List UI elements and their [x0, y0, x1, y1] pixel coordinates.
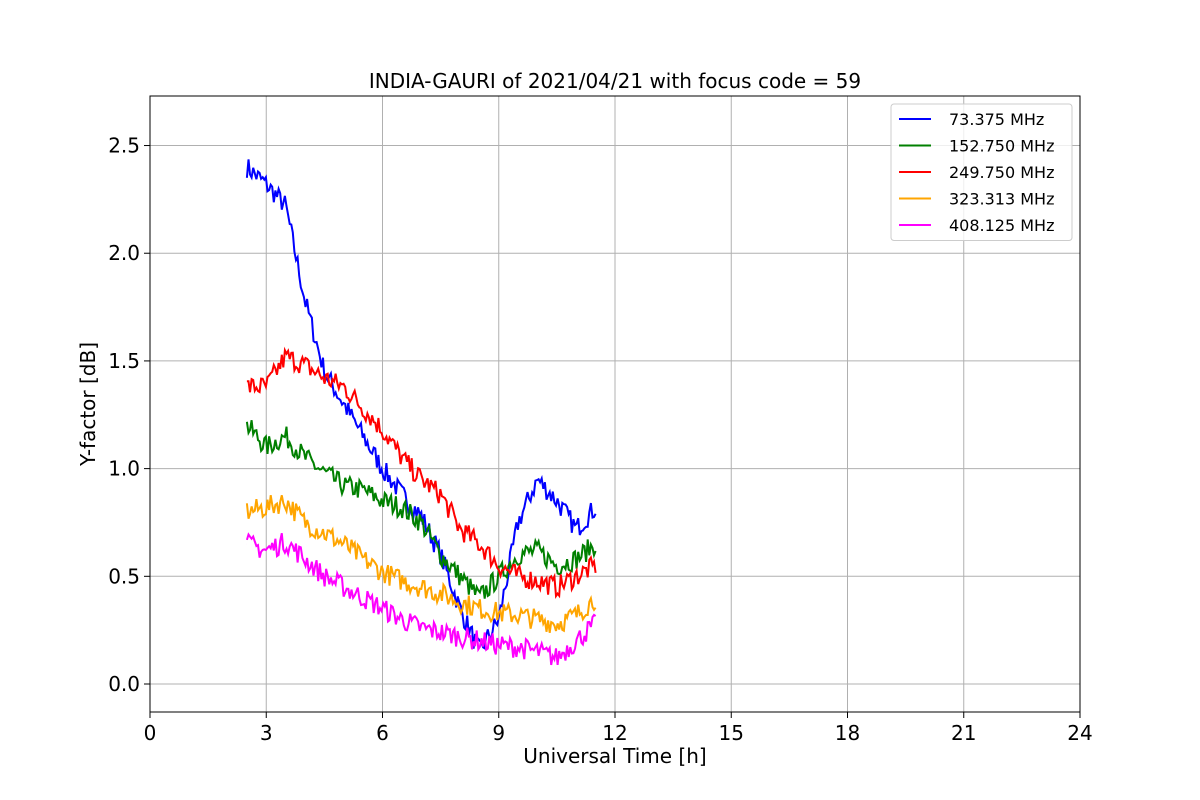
- y-tick-label: 0.0: [108, 672, 140, 696]
- legend: 73.375 MHz 152.750 MHz 249.750 MHz 323.313 …: [890, 103, 1073, 241]
- series-path: [245, 532, 597, 666]
- legend-label: 152.750 MHz: [949, 137, 1054, 156]
- legend-label: 323.313 MHz: [949, 190, 1054, 209]
- legend-label: 73.375 MHz: [949, 110, 1044, 129]
- series-path: [246, 346, 597, 599]
- x-tick-label: 24: [1067, 721, 1092, 745]
- x-tick-label: 6: [376, 721, 389, 745]
- legend-box: [890, 103, 1073, 241]
- series-path: [245, 159, 597, 650]
- y-tick-label: 1.5: [108, 349, 140, 373]
- x-tick-label: 9: [492, 721, 505, 745]
- chart-title: INDIA-GAURI of 2021/04/21 with focus cod…: [369, 69, 861, 93]
- axis-ticks: 0 3 6 9 12 15 18 21 24 0.0 0.5 1.0 1.5 2.0 2.5: [108, 134, 1093, 745]
- x-tick-label: 0: [144, 721, 157, 745]
- series-line: [245, 532, 597, 666]
- x-tick-label: 21: [951, 721, 976, 745]
- x-axis-label: Universal Time [h]: [523, 744, 706, 768]
- series-line: [245, 495, 597, 633]
- x-tick-label: 15: [719, 721, 744, 745]
- series-path: [245, 420, 597, 599]
- y-tick-label: 2.0: [108, 241, 140, 265]
- series-layer: [245, 159, 597, 666]
- y-tick-label: 0.5: [108, 564, 140, 588]
- y-axis-label: Y-factor [dB]: [76, 342, 100, 467]
- x-tick-label: 12: [602, 721, 627, 745]
- y-tick-label: 2.5: [108, 134, 140, 158]
- series-line: [245, 420, 597, 599]
- series-path: [245, 495, 597, 633]
- legend-label: 408.125 MHz: [949, 216, 1054, 235]
- x-tick-label: 18: [835, 721, 860, 745]
- legend-label: 249.750 MHz: [949, 163, 1054, 182]
- y-tick-label: 1.0: [108, 457, 140, 481]
- series-line: [246, 346, 597, 599]
- x-tick-label: 3: [260, 721, 273, 745]
